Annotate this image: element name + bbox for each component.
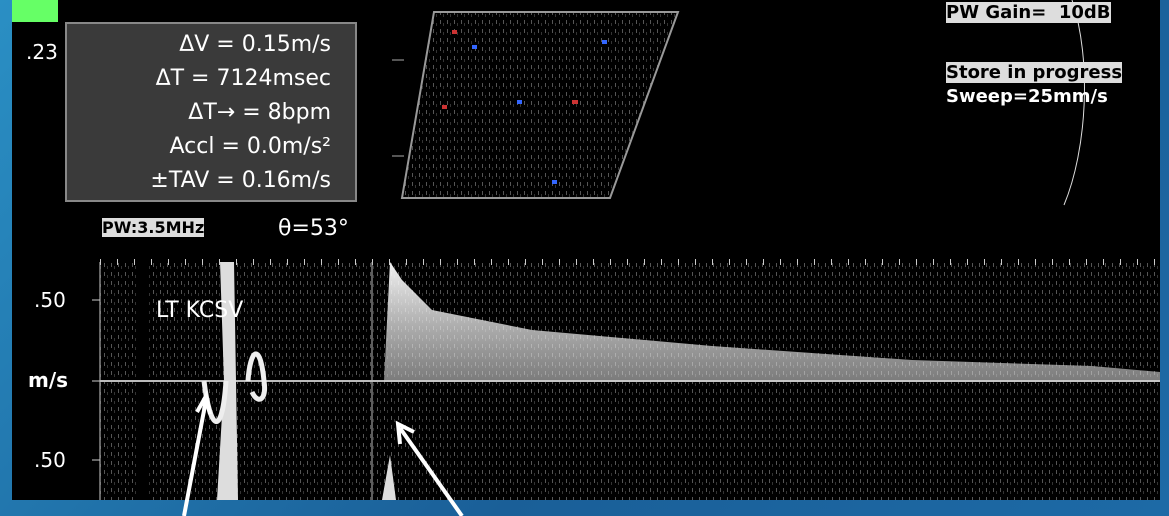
annotations [0, 0, 1169, 516]
slide: .23 ΔV = 0.15m/s ΔT = 7124msec ΔT→ = 8bp… [0, 0, 1169, 516]
arrow [398, 424, 462, 516]
arrow [184, 396, 210, 516]
